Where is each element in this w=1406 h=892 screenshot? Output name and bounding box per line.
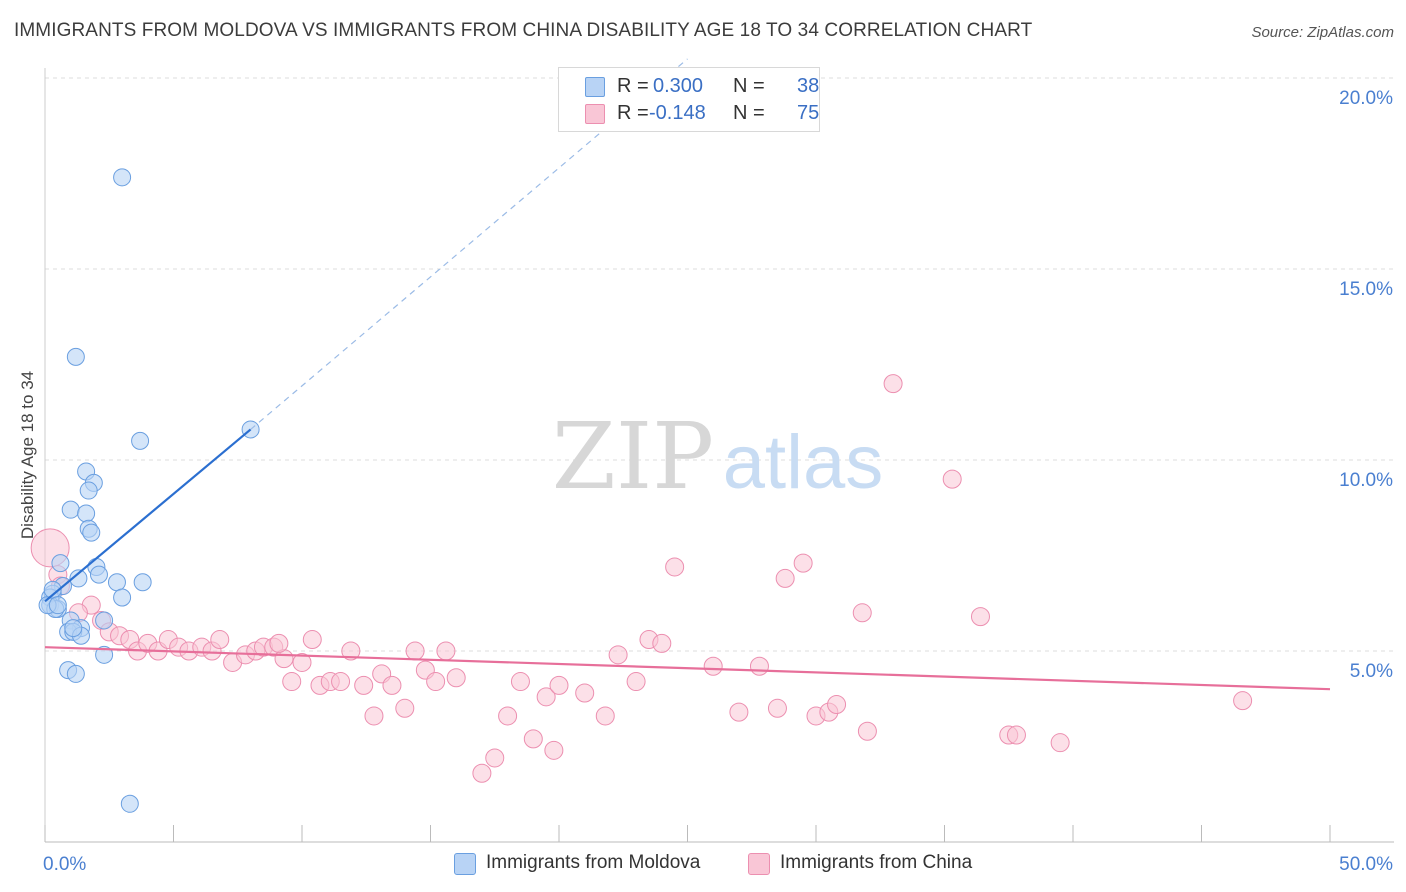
china-point (536, 687, 556, 707)
chart-title: IMMIGRANTS FROM MOLDOVA VS IMMIGRANTS FR… (14, 20, 1033, 41)
legend-r-value: -0.148 (649, 102, 706, 124)
china-legend-label: Immigrants from China (780, 852, 973, 873)
moldova-legend-label: Immigrants from Moldova (486, 852, 701, 873)
china-point (426, 672, 446, 692)
moldova-point (69, 569, 88, 588)
china-point (269, 633, 289, 653)
y-tick-label: 15.0% (1339, 279, 1393, 300)
moldova-point (120, 794, 139, 813)
moldova-point (113, 168, 132, 187)
china-point (544, 740, 564, 760)
moldova-point (64, 619, 83, 638)
china-point (775, 568, 795, 588)
legend-n-value: 38 (797, 75, 820, 97)
source-label: Source: ZipAtlas.com (1251, 24, 1394, 41)
china-point (626, 672, 646, 692)
china-point (665, 557, 685, 577)
china-legend-swatch (748, 853, 770, 875)
china-point (575, 683, 595, 703)
watermark-zip: ZIP (552, 403, 714, 510)
china-point (1006, 725, 1026, 745)
china-swatch (585, 104, 605, 124)
moldova-point (131, 431, 150, 450)
watermark-atlas: atlas (723, 420, 884, 505)
y-tick-label: 10.0% (1339, 470, 1393, 491)
china-point (852, 603, 872, 623)
china-point (970, 607, 990, 627)
correlation-legend: R = 0.300 N = 38 R = -0.148 N = 75 (558, 67, 820, 132)
china-point (703, 656, 723, 676)
axes (44, 68, 1394, 843)
china-point (608, 645, 628, 665)
moldova-point (48, 596, 67, 615)
china-point (498, 706, 518, 726)
grid-lines (45, 77, 1394, 652)
moldova-swatch (585, 77, 605, 97)
moldova-point (95, 645, 114, 664)
china-point (354, 675, 374, 695)
china-point (382, 675, 402, 695)
china-point (1050, 733, 1070, 753)
y-tick-label: 5.0% (1350, 661, 1393, 682)
china-point (210, 630, 230, 650)
china-trendline (44, 646, 1331, 691)
watermark: ZIP atlas (552, 403, 883, 510)
china-point (827, 694, 847, 714)
china-point (549, 675, 569, 695)
china-point (883, 374, 903, 394)
legend-n-label: N = (733, 102, 765, 124)
legend-r-label: R = (617, 75, 649, 97)
china-point (857, 721, 877, 741)
china-point (793, 553, 813, 573)
moldova-point (66, 347, 85, 366)
moldova-point (113, 588, 132, 607)
moldova-point (82, 523, 101, 542)
legend-r-value: 0.300 (653, 75, 704, 97)
y-axis-label: Disability Age 18 to 34 (18, 371, 37, 539)
china-point (652, 633, 672, 653)
tick-labels: 5.0% 10.0% 15.0% 20.0% 0.0% 50.0% (43, 88, 1393, 875)
china-point (595, 706, 615, 726)
china-point (282, 672, 302, 692)
moldova-point (77, 504, 96, 523)
moldova-point (89, 565, 108, 584)
legend-n-label: N = (733, 75, 765, 97)
china-point (749, 656, 769, 676)
x-tick-label: 50.0% (1339, 854, 1393, 875)
y-tick-label: 20.0% (1339, 88, 1393, 109)
moldova-point (95, 611, 114, 630)
moldova-point (61, 500, 80, 519)
china-point (341, 641, 361, 661)
china-point (331, 672, 351, 692)
legend-n-value: 75 (797, 102, 820, 124)
moldova-point (66, 664, 85, 683)
moldova-point (107, 573, 126, 592)
china-point (395, 698, 415, 718)
china-point (523, 729, 543, 749)
china-point (364, 706, 384, 726)
china-point (436, 641, 456, 661)
china-point (510, 672, 530, 692)
trendlines (44, 58, 1331, 691)
china-point (767, 698, 787, 718)
china-point (729, 702, 749, 722)
china-point (405, 641, 425, 661)
moldova-points (38, 168, 260, 813)
china-point (446, 668, 466, 688)
x-tick-label: 0.0% (43, 854, 86, 875)
china-point (302, 630, 322, 650)
china-point (485, 748, 505, 768)
china-point (1233, 691, 1253, 711)
china-point (472, 763, 492, 783)
china-point (942, 469, 962, 489)
moldova-point (51, 554, 70, 573)
moldova-point (79, 481, 98, 500)
moldova-trendline (44, 428, 252, 603)
moldova-point (133, 573, 152, 592)
legend-r-label: R = (617, 102, 649, 124)
china-point (292, 652, 312, 672)
moldova-legend-swatch (454, 853, 476, 875)
